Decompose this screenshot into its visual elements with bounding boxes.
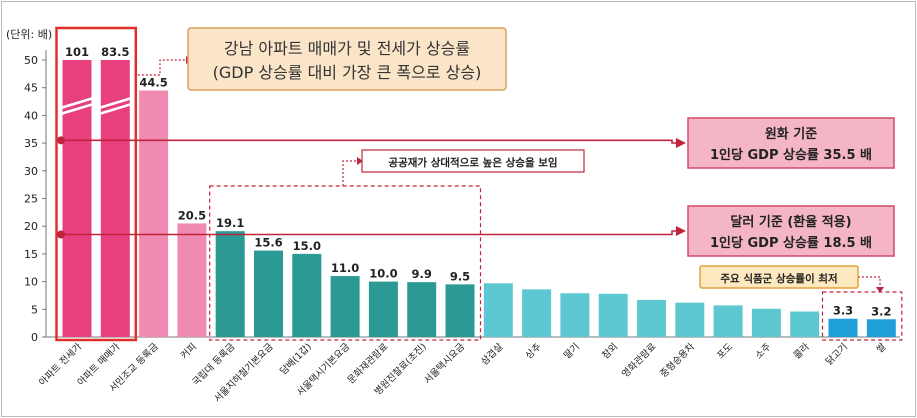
bar [292, 253, 322, 337]
bar [483, 283, 513, 337]
y-tick-label: 10 [24, 276, 38, 289]
public-group-frame [209, 185, 482, 341]
y-tick-label: 0 [31, 331, 38, 344]
axis-break-mark [60, 96, 94, 110]
ref-label-dollar-line2: 1인당 GDP 상승률 18.5 배 [710, 235, 872, 251]
axis-break-mark [98, 102, 133, 116]
ref-line [61, 139, 678, 144]
y-tick-label: 50 [24, 54, 38, 67]
highlight-frame [55, 26, 138, 342]
y-tick-label: 25 [24, 193, 38, 206]
bar [62, 60, 92, 337]
bar-value-label: 3.3 [833, 304, 853, 318]
public-connector-arrow [357, 157, 363, 165]
bar [828, 318, 858, 337]
bar-value-label: 20.5 [178, 208, 206, 222]
public-connector [342, 160, 360, 186]
bar [254, 250, 283, 337]
y-unit-label: (단위: 배) [6, 28, 52, 41]
bar [522, 289, 552, 337]
value-labels: 101 83.5 44.5 20.5 19.1 15.6 15.0 11.0 10.0 9.9 9.… [65, 45, 891, 318]
bar [100, 60, 130, 337]
annotations [55, 26, 903, 342]
y-tick-label: 15 [24, 248, 38, 261]
ref-label-won: 원화 기준 1인당 GDP 상승률 35.5 배 [687, 117, 895, 169]
ref-label-won-line2: 1인당 GDP 상승률 35.5 배 [710, 147, 872, 163]
food-annotation: 주요 식품군 상승률이 최저 [699, 265, 859, 289]
bar [790, 311, 820, 337]
ref-line-arrow [676, 138, 686, 148]
bar-value-label: 101 [65, 45, 89, 59]
bar-value-label: 44.5 [139, 75, 167, 89]
y-tick-label: 45 [24, 82, 38, 95]
bar [675, 302, 705, 337]
bar-value-label: 11.0 [331, 261, 359, 275]
bar-value-label: 83.5 [101, 45, 129, 59]
bar [751, 308, 781, 337]
bar-value-label: 3.2 [871, 304, 891, 318]
bar [445, 284, 475, 337]
y-tick-label: 20 [24, 220, 38, 233]
bar [139, 90, 169, 337]
public-annotation-box [361, 149, 585, 173]
bar-value-label: 19.1 [216, 216, 244, 230]
food-annotation-text: 주요 식품군 상승률이 최저 [720, 272, 837, 285]
ref-label-won-box [687, 117, 895, 169]
bar-value-label: 9.5 [450, 269, 470, 283]
bar [637, 299, 666, 337]
axis-break-mark [60, 102, 94, 116]
bar [177, 223, 207, 337]
bar-value-label: 9.9 [412, 267, 432, 281]
bar [866, 319, 896, 337]
bar-value-label: 15.0 [293, 239, 321, 253]
ref-label-won-line1: 원화 기준 [765, 126, 817, 142]
bar-value-label: 15.6 [254, 236, 282, 250]
ref-label-dollar-box [687, 205, 895, 257]
bar [713, 305, 743, 337]
bar [598, 293, 628, 337]
y-tick-label: 35 [24, 137, 38, 150]
bar [368, 281, 398, 337]
food-connector [858, 276, 881, 290]
top-annotation-line2: (GDP 상승률 대비 가장 큰 폭으로 상승) [213, 63, 482, 82]
food-connector-arrow [876, 287, 884, 293]
ref-line [61, 230, 678, 236]
bar [215, 231, 245, 337]
top-annotation: 강남 아파트 매매가 및 전세가 상승률 (GDP 상승률 대비 가장 큰 폭으… [187, 27, 507, 91]
public-annotation: 공공재가 상대적으로 높은 상승을 보임 [361, 149, 585, 173]
public-annotation-text: 공공재가 상대적으로 높은 상승을 보임 [388, 156, 557, 169]
bar [330, 276, 360, 337]
y-tick-label: 5 [31, 303, 38, 316]
food-annotation-box [699, 265, 859, 289]
y-tick-label: 30 [24, 165, 38, 178]
bar [560, 293, 590, 337]
bar [407, 282, 437, 337]
top-connector [137, 59, 186, 76]
y-tick-label: 40 [24, 109, 38, 122]
top-annotation-line1: 강남 아파트 매매가 및 전세가 상승률 [224, 39, 470, 58]
ref-label-dollar: 달러 기준 (환율 적용) 1인당 GDP 상승률 18.5 배 [687, 205, 895, 257]
ref-label-dollar-line1: 달러 기준 (환율 적용) [730, 214, 851, 230]
bar-value-label: 10.0 [369, 267, 397, 281]
ref-line-arrow [676, 226, 686, 236]
axis-break-mark [98, 96, 133, 110]
top-annotation-box [187, 27, 507, 91]
bars [62, 60, 896, 337]
